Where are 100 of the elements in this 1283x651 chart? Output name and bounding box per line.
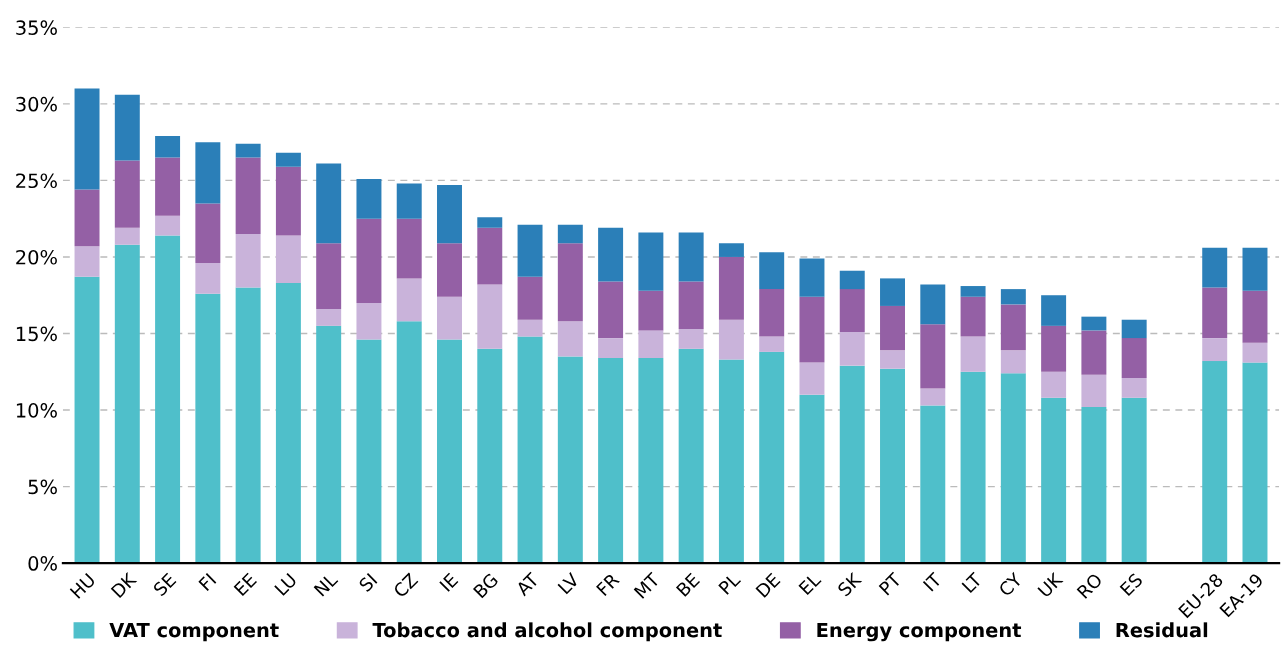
x-tick-label: SE bbox=[152, 572, 177, 597]
bar bbox=[477, 284, 503, 349]
bar bbox=[880, 305, 905, 351]
bar bbox=[1121, 319, 1147, 339]
bar bbox=[718, 256, 744, 320]
bar bbox=[678, 281, 704, 329]
bar bbox=[114, 160, 140, 228]
bar bbox=[598, 338, 624, 358]
bar bbox=[155, 136, 181, 158]
bar bbox=[356, 302, 382, 340]
y-tick-label: 30% bbox=[16, 96, 57, 112]
bar bbox=[960, 336, 986, 372]
x-tick-label: CY bbox=[997, 571, 1024, 598]
bar bbox=[517, 224, 543, 277]
bar bbox=[880, 368, 905, 564]
bar bbox=[155, 215, 181, 236]
x-tick-label: EE bbox=[233, 572, 258, 597]
bar bbox=[316, 243, 342, 310]
legend-label: Energy component bbox=[817, 622, 1022, 642]
bar bbox=[74, 276, 100, 564]
x-tick-label: BG bbox=[472, 572, 499, 599]
bar bbox=[920, 324, 946, 389]
legend-label: Residual bbox=[1116, 622, 1208, 638]
bar bbox=[1202, 287, 1228, 339]
bar bbox=[1121, 397, 1147, 564]
x-tick-label: ES bbox=[1119, 572, 1144, 597]
bar bbox=[638, 357, 664, 564]
bar bbox=[1242, 362, 1268, 564]
bar bbox=[195, 203, 221, 264]
bar bbox=[1121, 338, 1147, 378]
x-tick-label: BE bbox=[675, 572, 701, 597]
bar bbox=[557, 321, 583, 357]
bar bbox=[960, 371, 986, 564]
bar bbox=[960, 296, 986, 337]
bar bbox=[718, 319, 744, 360]
bar bbox=[235, 287, 261, 564]
bar bbox=[1041, 371, 1067, 398]
bar bbox=[517, 319, 543, 337]
bar bbox=[356, 178, 382, 219]
bar bbox=[1000, 373, 1026, 564]
bar bbox=[396, 183, 422, 219]
bar bbox=[638, 290, 664, 331]
bar bbox=[759, 336, 785, 352]
bar bbox=[1081, 406, 1107, 564]
bar bbox=[235, 157, 261, 234]
bar bbox=[839, 331, 865, 366]
bar bbox=[799, 394, 825, 564]
bar bbox=[718, 359, 744, 564]
bar bbox=[195, 142, 221, 204]
x-tick-label: EL bbox=[798, 571, 822, 596]
x-tick-label: NL bbox=[313, 571, 339, 597]
bar bbox=[235, 143, 261, 158]
x-tick-label: PL bbox=[718, 571, 742, 595]
bar bbox=[920, 388, 946, 406]
bar bbox=[799, 362, 825, 395]
bar bbox=[155, 157, 181, 216]
bar bbox=[1242, 342, 1268, 363]
bar bbox=[759, 289, 785, 337]
bar bbox=[1041, 295, 1067, 326]
bar bbox=[638, 330, 664, 358]
x-tick-label: LU bbox=[274, 572, 298, 596]
bar bbox=[155, 235, 181, 564]
bar bbox=[275, 152, 301, 167]
bar bbox=[598, 227, 624, 282]
bar bbox=[235, 234, 261, 288]
bar bbox=[114, 227, 140, 245]
bar bbox=[557, 356, 583, 564]
x-tick-label: CZ bbox=[392, 572, 419, 599]
bar bbox=[74, 189, 100, 247]
x-tick-label: FR bbox=[596, 572, 620, 597]
bar bbox=[598, 357, 624, 564]
bar bbox=[839, 270, 865, 290]
bar bbox=[1242, 290, 1268, 343]
bar bbox=[1202, 247, 1228, 288]
bar bbox=[920, 405, 946, 564]
bar bbox=[477, 348, 503, 564]
bar bbox=[437, 185, 462, 244]
bar bbox=[275, 166, 301, 236]
bar bbox=[678, 348, 704, 564]
bar bbox=[275, 282, 301, 564]
x-tick-label: IE bbox=[439, 572, 459, 592]
bar bbox=[1000, 304, 1026, 351]
bar bbox=[275, 235, 301, 283]
bar bbox=[759, 252, 785, 290]
bar bbox=[759, 351, 785, 564]
y-tick-label: 35% bbox=[16, 20, 57, 36]
bar bbox=[1041, 325, 1067, 372]
bar bbox=[74, 88, 100, 190]
bar bbox=[718, 243, 744, 257]
bar bbox=[195, 293, 221, 564]
y-tick-label: 0% bbox=[28, 556, 57, 571]
bar bbox=[396, 278, 422, 322]
bar bbox=[839, 365, 865, 564]
y-tick-label: 25% bbox=[16, 173, 57, 189]
bar bbox=[557, 224, 583, 244]
x-tick-label: LV bbox=[557, 571, 580, 595]
bar bbox=[799, 296, 825, 363]
bar bbox=[437, 243, 462, 297]
bar bbox=[477, 227, 503, 285]
bar bbox=[880, 350, 905, 369]
